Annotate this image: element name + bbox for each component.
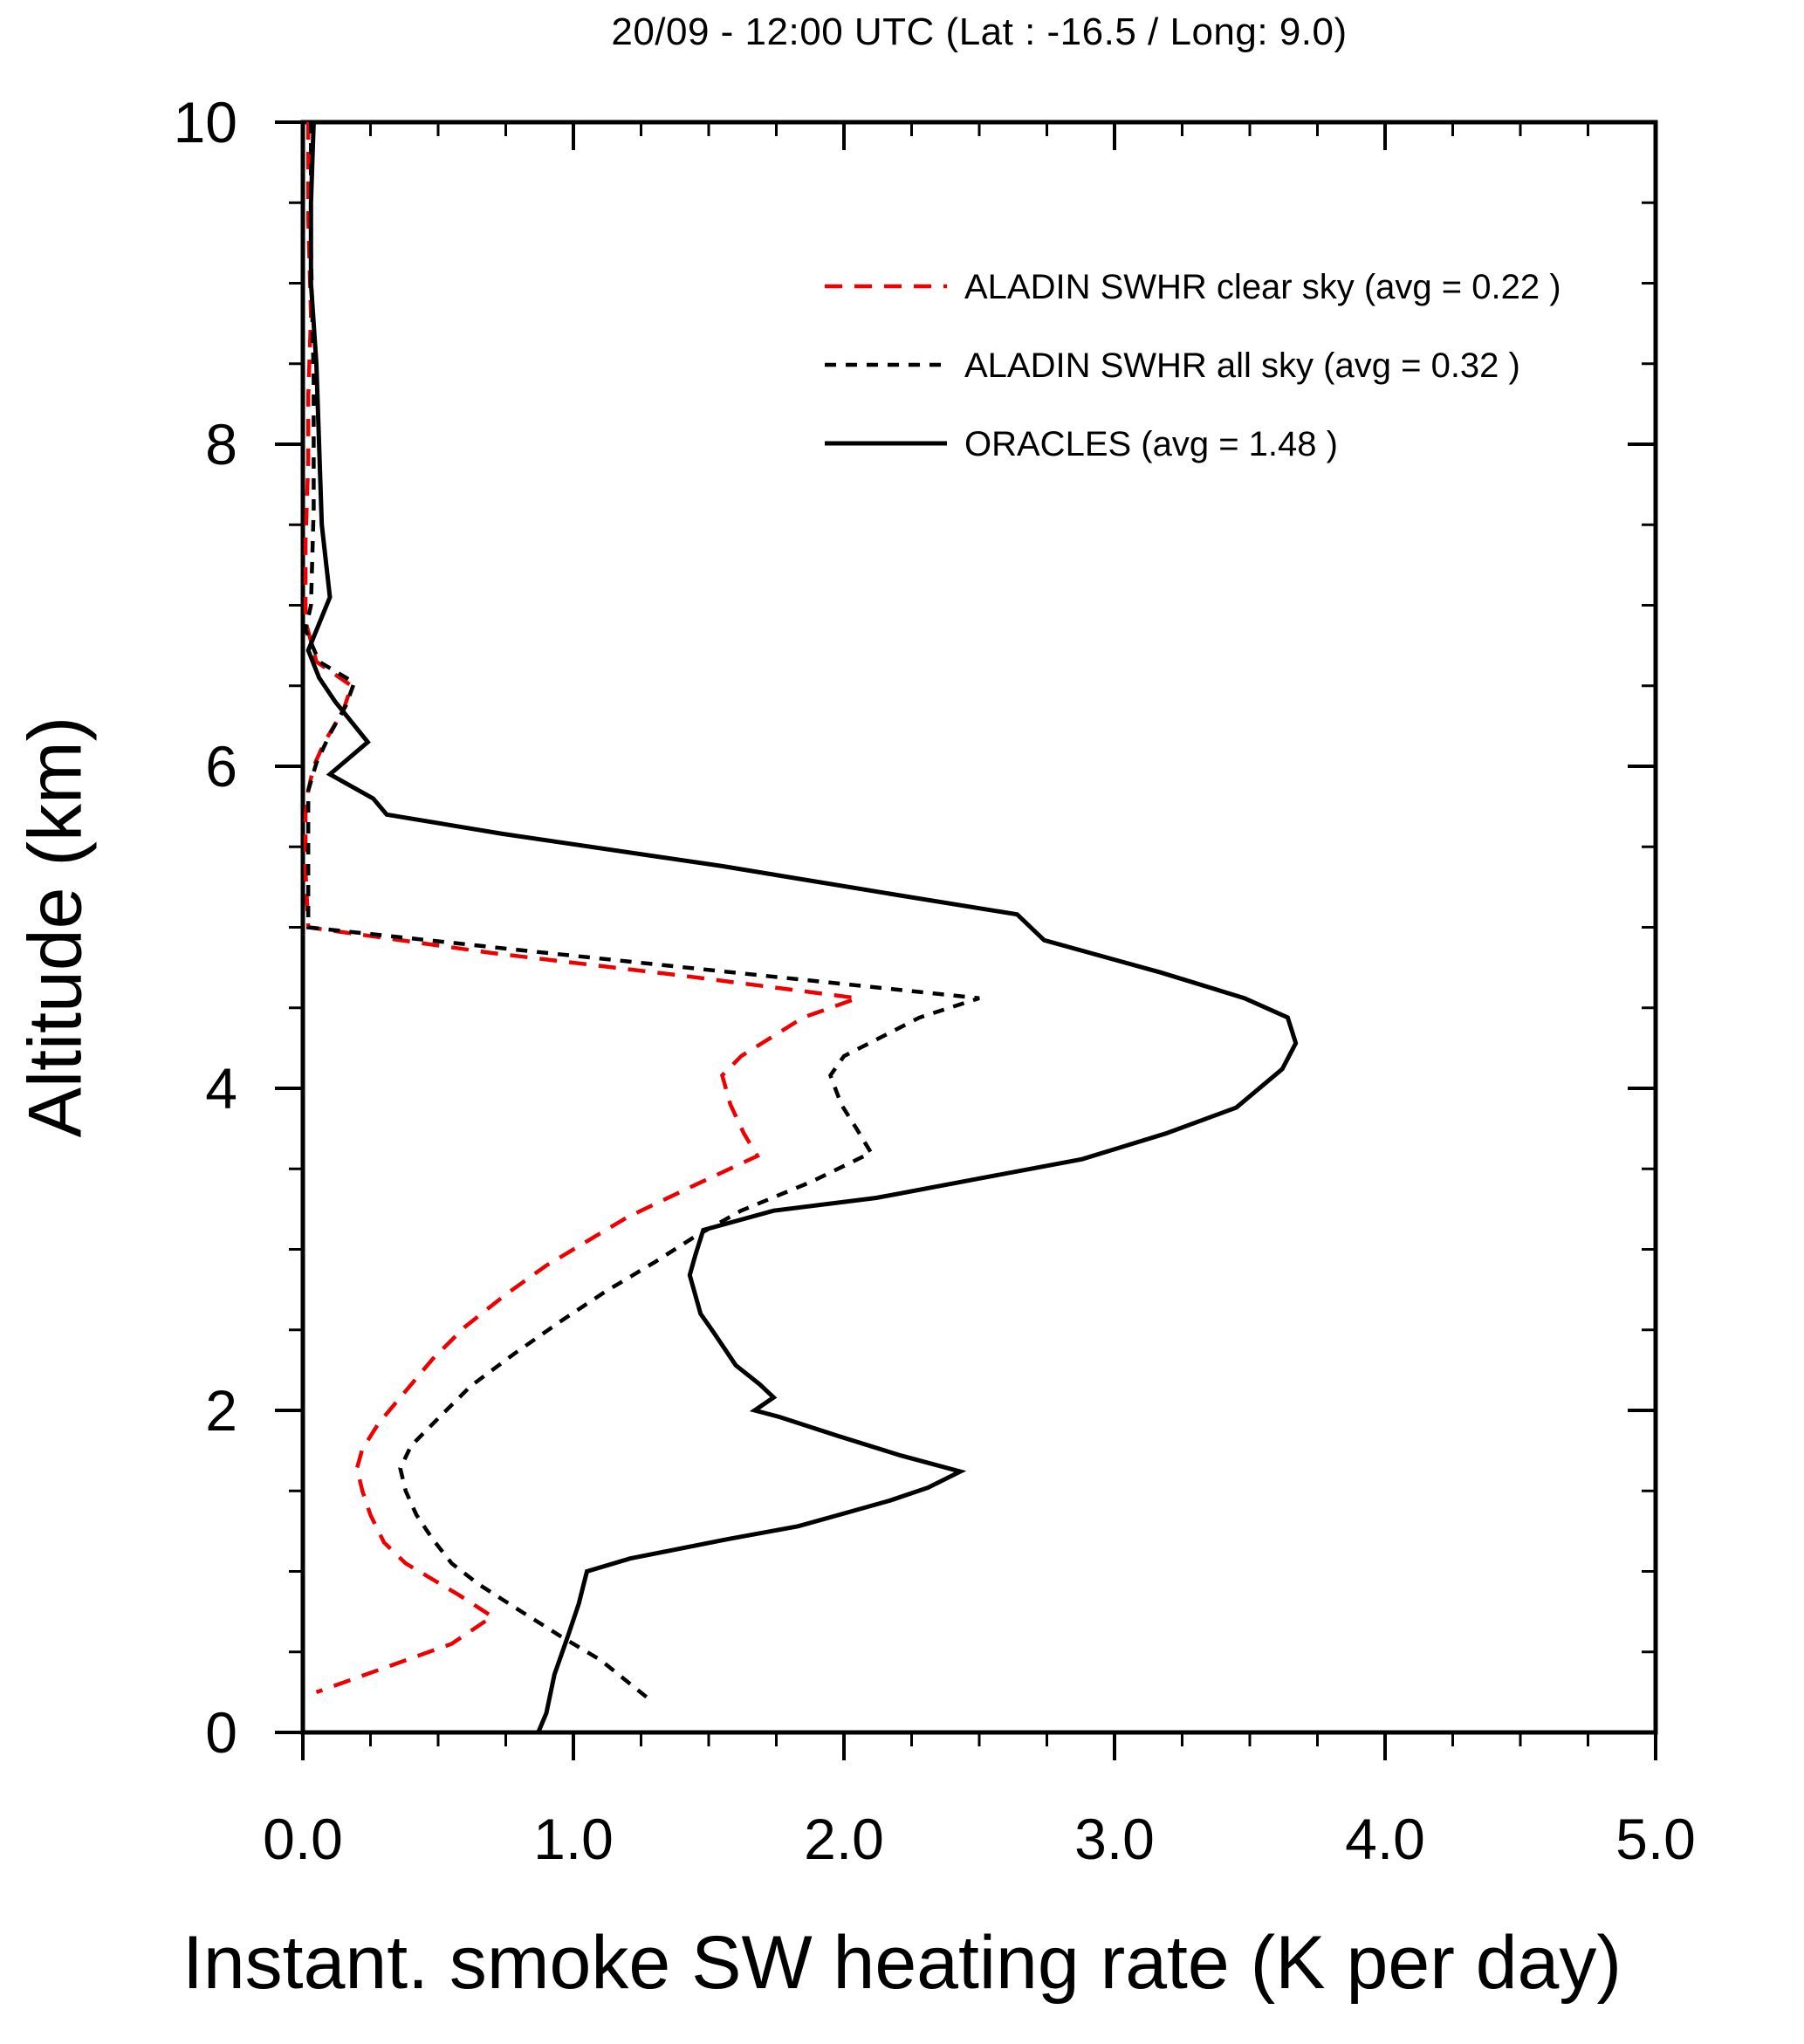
legend-item-oracles-avg-1-48: ORACLES (avg = 1.48 ) [825,425,1338,463]
y-tick-label: 6 [205,734,237,799]
series-line-aladin-swhr-clear-sky-avg-0-22 [303,122,859,1695]
legend-label: ALADIN SWHR all sky (avg = 0.32 ) [964,346,1520,385]
y-tick-label: 4 [205,1056,237,1121]
x-tick-label: 5.0 [1615,1807,1696,1871]
legend-item-aladin-swhr-all-sky-avg-0-32: ALADIN SWHR all sky (avg = 0.32 ) [825,346,1520,385]
axis-ticks: 0.0 1.0 2.0 3.0 4.0 5.0 0 2 4 6 8 10 [174,90,1696,1871]
legend-label: ALADIN SWHR clear sky (avg = 0.22 ) [964,268,1561,306]
x-tick-label: 0.0 [263,1807,343,1871]
y-tick-label: 0 [205,1700,237,1765]
chart-title: 20/09 - 12:00 UTC (Lat : -16.5 / Long: 9… [611,10,1348,53]
x-tick-label: 3.0 [1074,1807,1155,1871]
series-lines [303,121,1299,1733]
x-tick-label: 4.0 [1345,1807,1425,1871]
series-line-aladin-swhr-all-sky-avg-0-32 [303,122,980,1699]
x-tick-label: 2.0 [804,1807,884,1871]
legend-item-aladin-swhr-clear-sky-avg-0-22: ALADIN SWHR clear sky (avg = 0.22 ) [825,268,1561,306]
legend-label: ORACLES (avg = 1.48 ) [964,425,1338,463]
legend: ALADIN SWHR clear sky (avg = 0.22 ) ALADI… [825,268,1561,463]
y-tick-label: 2 [205,1378,237,1443]
x-tick-label: 1.0 [533,1807,614,1871]
series-line-oracles-avg-1-48 [305,121,1299,1733]
y-tick-label: 8 [205,412,237,477]
y-tick-label: 10 [174,90,237,154]
x-axis-title: Instant. smoke SW heating rate (K per da… [182,1921,1622,2005]
